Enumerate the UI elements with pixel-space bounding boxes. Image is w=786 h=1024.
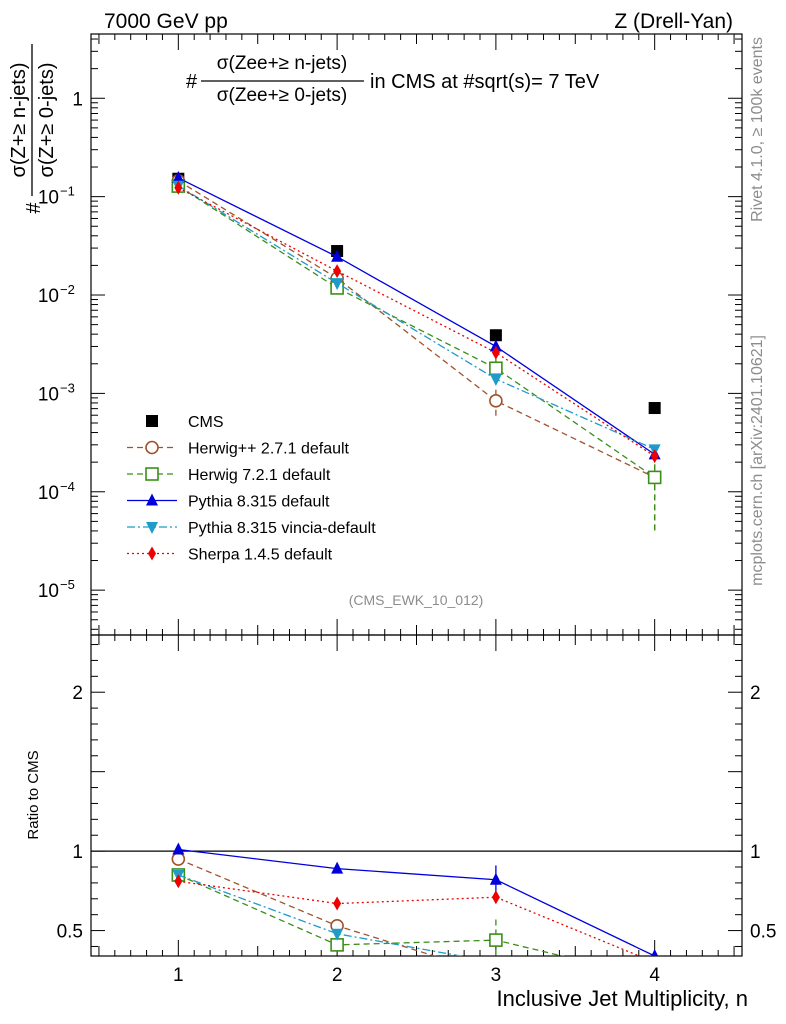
ratio-y-tick-label-right: 1 [750, 842, 761, 863]
ratio-point-pythia [651, 949, 659, 956]
ratio-y-tick-label-right: 2 [750, 683, 761, 704]
legend: CMS Herwig++ 2.7.1 default Herwig 7.2.1 de… [127, 414, 376, 564]
mcplots-label: mcplots.cern.ch [arXiv:2401.10621] [749, 335, 766, 586]
title-hash: # [186, 71, 198, 93]
legend-label-vincia: Pythia 8.315 vincia-default [188, 520, 376, 537]
main-line-herwigpp [177, 180, 655, 478]
header-left: 7000 GeV pp [104, 10, 228, 33]
ylabel-numerator: σ(Z+≥ n-jets) [8, 63, 30, 178]
legend-label-pythia: Pythia 8.315 default [188, 494, 330, 511]
ratio-point-pythia [331, 861, 344, 874]
legend-marker-vincia [146, 522, 158, 534]
ratio-y-tick-label: 2 [72, 683, 83, 704]
ylabel-denominator: σ(Z+≥ 0-jets) [36, 63, 58, 178]
ratio-point-vincia [331, 928, 344, 941]
ratio-point-pythia [489, 872, 502, 885]
ratio-point-herwigpp [171, 852, 186, 866]
title-numerator: σ(Zee+≥ n-jets) [217, 53, 347, 74]
ratio-y-tick-label-right: 0.5 [750, 922, 776, 943]
title-suffix: in CMS at #sqrt(s)= 7 TeV [370, 71, 600, 93]
y-tick-label: 1 [72, 89, 83, 110]
legend-label-sherpa: Sherpa 1.4.5 default [188, 547, 333, 564]
legend-marker-cms [146, 415, 158, 427]
ratio-point-herwig7 [489, 933, 503, 947]
main-line-sherpa [178, 187, 656, 457]
main-point-sherpa [174, 180, 183, 195]
ratio-y-tick-label: 0.5 [57, 922, 83, 943]
ratio-line-sherpa [178, 880, 641, 956]
main-point-sherpa [650, 449, 659, 464]
main-point-vincia [331, 278, 344, 291]
x-tick-label: 3 [491, 965, 502, 986]
plot-title: # σ(Zee+≥ n-jets) σ(Zee+≥ 0-jets) in CMS… [186, 53, 600, 106]
rivet-label: Rivet 4.1.0, ≥ 100k events [749, 37, 766, 222]
ratio-panel-frame [90, 634, 743, 957]
ratio-line-pythia [178, 848, 655, 956]
ratio-line-herwig7 [178, 874, 565, 956]
y-tick-label: 10−3 [38, 380, 75, 405]
main-point-pythia [489, 339, 502, 352]
main-point-herwig7 [489, 361, 503, 376]
ratio-point-sherpa [333, 896, 342, 911]
x-tick-label: 2 [332, 965, 343, 986]
ratio-axes: 0.5 0.5 1 1 2 2 1 2 3 4 [57, 635, 776, 986]
main-line-herwig7 [177, 185, 656, 478]
legend-marker-sherpa [148, 546, 156, 561]
main-point-cms [489, 329, 502, 342]
main-point-pythia [331, 249, 344, 262]
ratio-y-tick-label: 1 [72, 842, 83, 863]
main-point-herwigpp [489, 394, 503, 408]
main-point-sherpa [333, 264, 342, 279]
analysis-id: (CMS_EWK_10_012) [349, 592, 484, 608]
y-axis-label: σ(Z+≥ n-jets) σ(Z+≥ 0-jets) # [8, 44, 58, 214]
legend-marker-herwigpp [145, 440, 159, 455]
main-point-vincia [489, 374, 502, 387]
ratio-point-sherpa [654, 955, 656, 956]
main-axes: 1 10−1 10−2 10−3 10−4 10−5 [38, 34, 742, 635]
y-tick-label: 10−4 [38, 479, 75, 504]
main-series [171, 170, 662, 531]
ratio-point-pythia [172, 842, 185, 855]
legend-marker-herwig7 [145, 467, 159, 481]
main-panel-frame [90, 33, 743, 636]
main-line-pythia [178, 177, 656, 455]
main-point-herwig7 [647, 470, 662, 485]
legend-label-herwig7: Herwig 7.2.1 default [188, 467, 331, 484]
ratio-line-herwigpp [178, 858, 437, 956]
ratio-point-sherpa [491, 890, 500, 905]
ratio-point-sherpa [174, 874, 183, 889]
ratio-series [171, 842, 659, 956]
y-tick-label: 10−1 [38, 184, 75, 209]
header-right: Z (Drell-Yan) [614, 10, 733, 33]
main-point-pythia [172, 170, 185, 183]
main-line-vincia [177, 185, 655, 450]
main-point-cms [648, 402, 661, 415]
legend-label-cms: CMS [188, 414, 224, 431]
x-axis-label: Inclusive Jet Multiplicity, n [497, 986, 748, 1011]
ylabel-hash: # [23, 202, 45, 214]
x-tick-label: 4 [649, 965, 660, 986]
legend-label-herwigpp: Herwig++ 2.7.1 default [188, 441, 350, 458]
main-point-sherpa [491, 345, 500, 360]
y-tick-label: 10−5 [38, 577, 75, 602]
title-denominator: σ(Zee+≥ 0-jets) [217, 85, 347, 106]
legend-marker-pythia [146, 493, 158, 506]
ratio-line-vincia [178, 874, 465, 956]
y-tick-label: 10−2 [38, 282, 75, 307]
ratio-y-axis-label: Ratio to CMS [25, 750, 42, 839]
x-tick-label: 1 [173, 965, 184, 986]
